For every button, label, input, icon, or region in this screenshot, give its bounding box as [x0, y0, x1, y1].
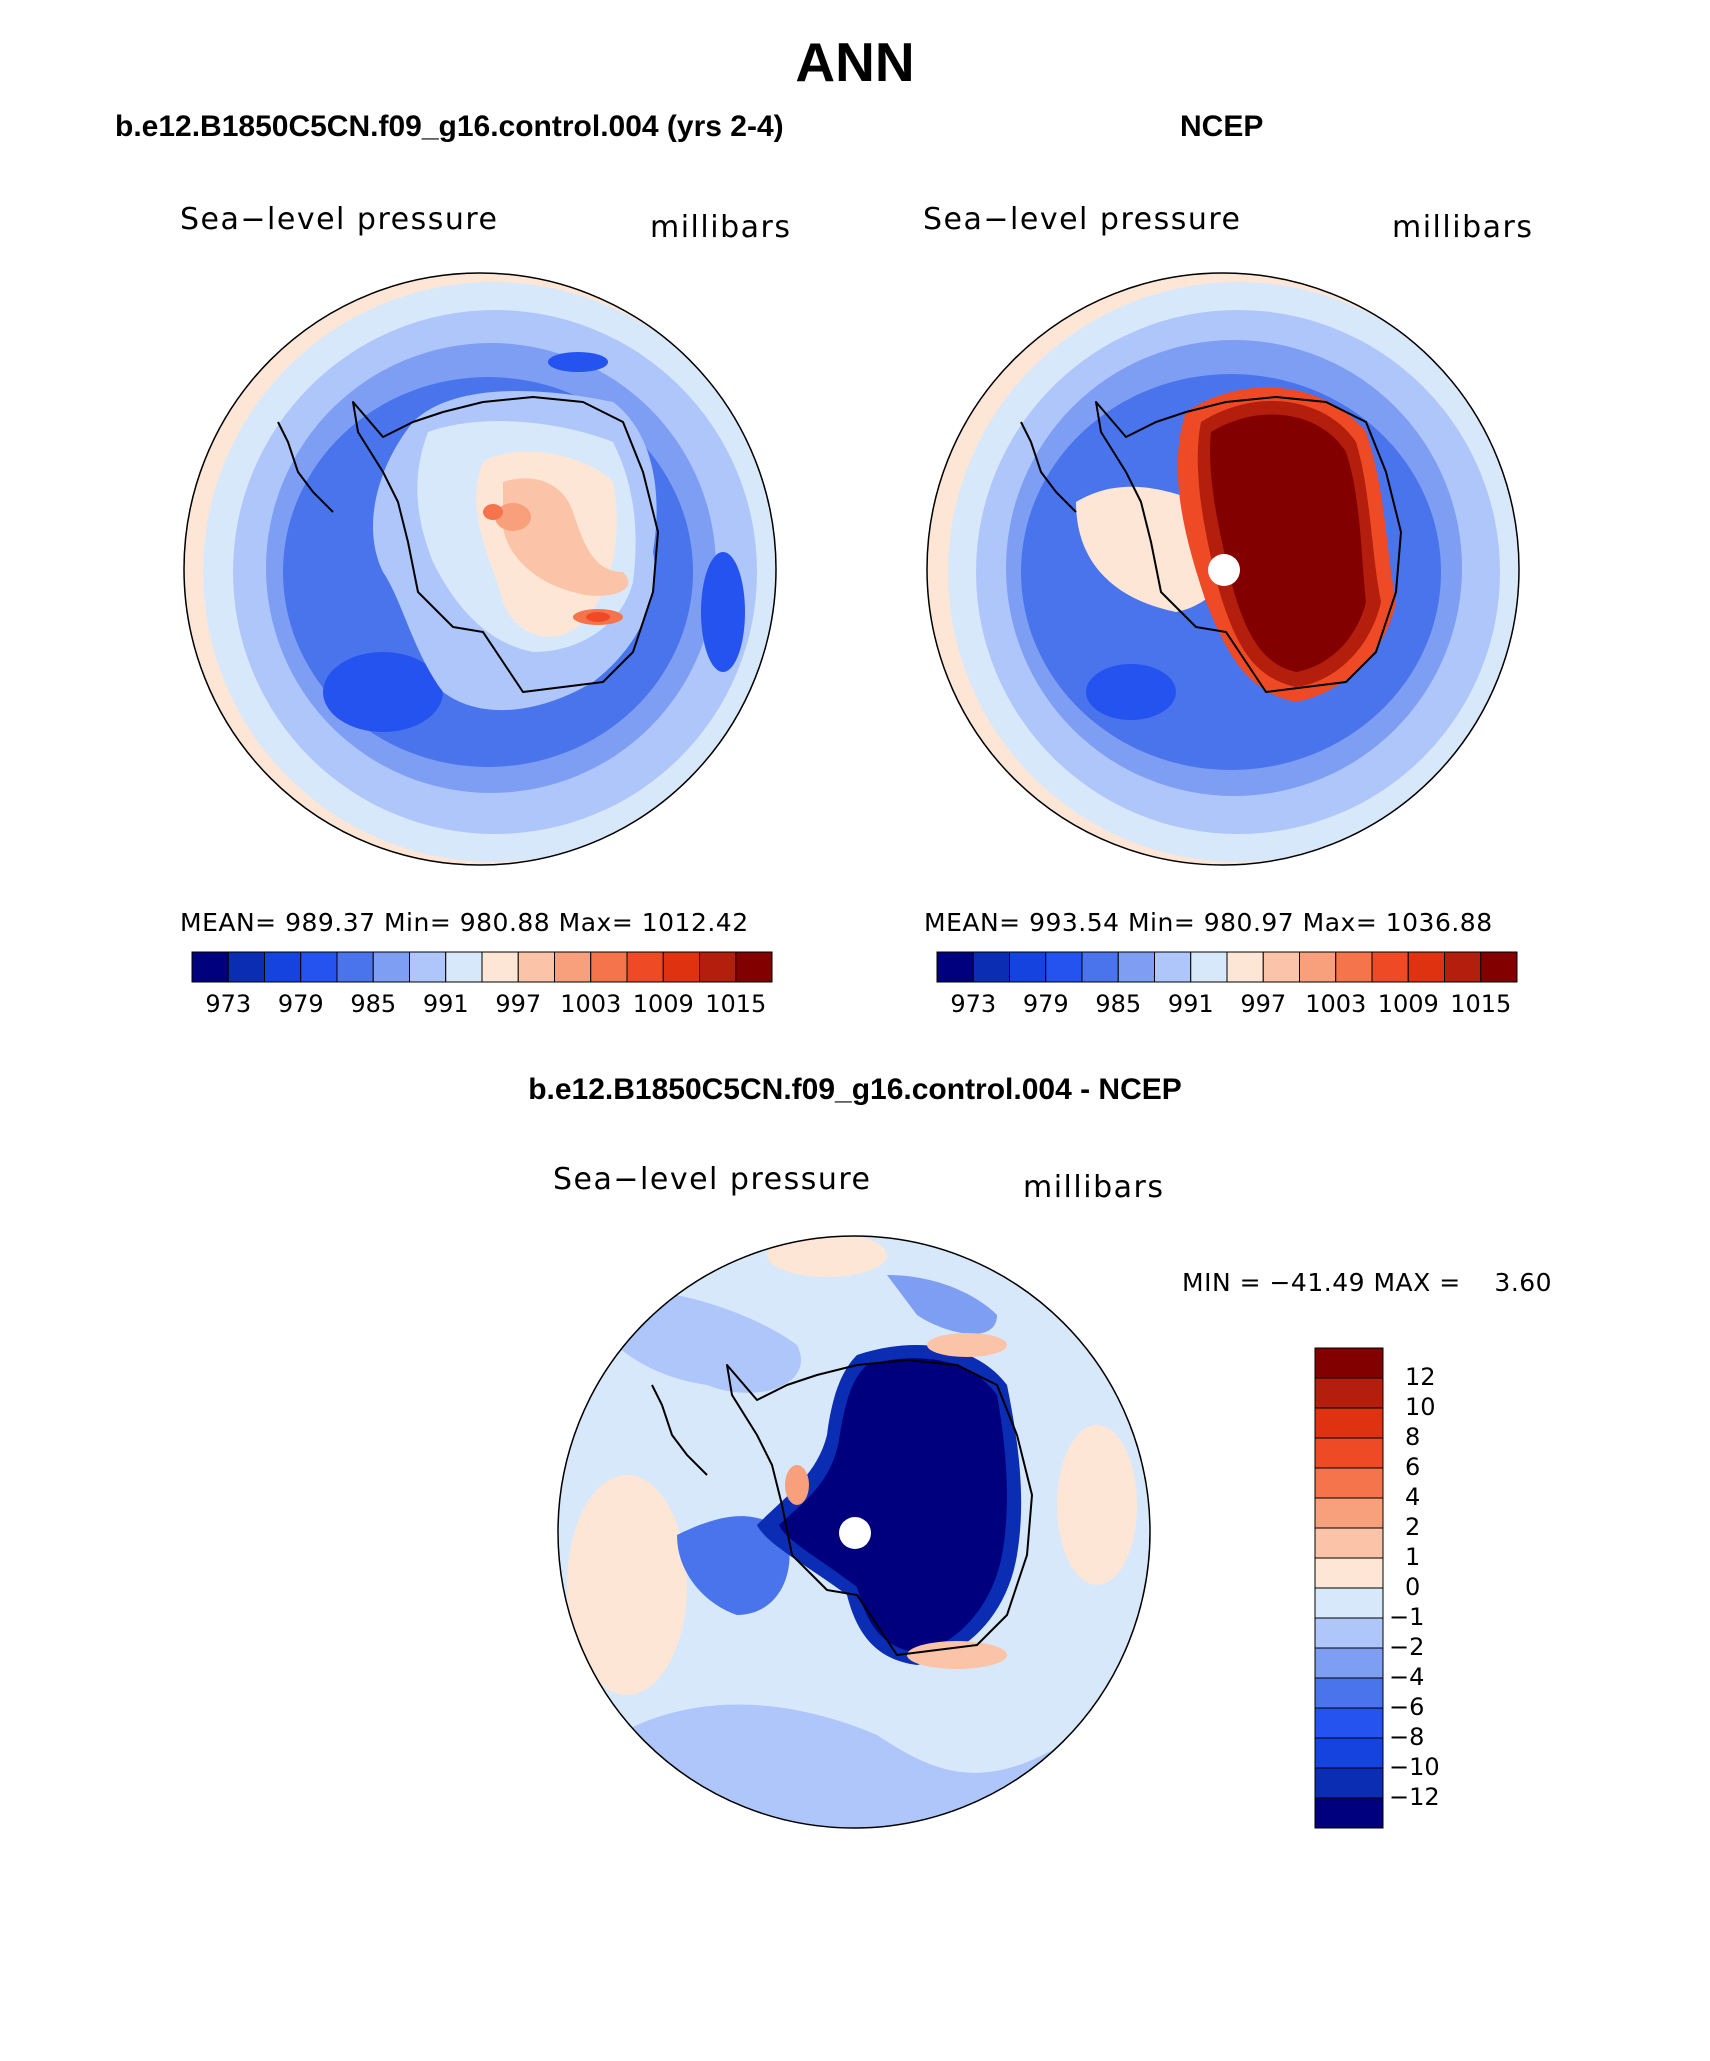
colorbar-box	[481, 951, 519, 983]
colorbar-box	[936, 951, 974, 983]
colorbar-tick-label: 6	[1405, 1453, 1421, 1481]
colorbar-tick-label: 10	[1405, 1393, 1436, 1421]
colorbar-box	[1314, 1347, 1384, 1379]
colorbar-box	[1314, 1557, 1384, 1589]
colorbar-tick-label: −2	[1389, 1633, 1425, 1661]
obs-variable-label: Sea−level pressure	[923, 202, 1242, 237]
colorbar-tick-label: 0	[1405, 1573, 1421, 1601]
colorbar-tick-label: 1003	[560, 990, 622, 1018]
colorbar-box	[1081, 951, 1119, 983]
colorbar-tick-label: 4	[1405, 1483, 1421, 1511]
colorbar-box	[372, 951, 410, 983]
colorbar-tick-label: −4	[1389, 1663, 1425, 1691]
colorbar-box	[554, 951, 592, 983]
colorbar-tick-label: 1	[1405, 1543, 1421, 1571]
colorbar-box	[1314, 1797, 1384, 1829]
colorbar-box	[1154, 951, 1192, 983]
colorbar-box	[1314, 1437, 1384, 1469]
colorbar-box	[1314, 1767, 1384, 1799]
model-variable-label: Sea−level pressure	[180, 202, 499, 237]
obs-colorbar	[936, 951, 1518, 983]
colorbar-box	[1262, 951, 1300, 983]
colorbar-box	[1314, 1737, 1384, 1769]
diff-colorbar	[1314, 1347, 1384, 1829]
colorbar-tick-label: 1015	[705, 990, 767, 1018]
difference-polar-map	[557, 1235, 1151, 1829]
colorbar-box	[264, 951, 302, 983]
colorbar-box	[409, 951, 447, 983]
colorbar-tick-label: 1003	[1305, 990, 1367, 1018]
colorbar-tick-label: −8	[1389, 1723, 1425, 1751]
colorbar-box	[336, 951, 374, 983]
colorbar-tick-label: 8	[1405, 1423, 1421, 1451]
colorbar-tick-label: 979	[277, 990, 324, 1018]
colorbar-tick-label: 1009	[632, 990, 694, 1018]
colorbar-box	[1299, 951, 1337, 983]
model-stats: MEAN= 989.37 Min= 980.88 Max= 1012.42	[180, 908, 749, 937]
colorbar-tick-label: 12	[1405, 1363, 1436, 1391]
obs-panel-title: NCEP	[1180, 110, 1264, 143]
colorbar-tick-label: 997	[1240, 990, 1287, 1018]
colorbar-box	[1226, 951, 1264, 983]
colorbar-tick-label: 991	[422, 990, 469, 1018]
colorbar-box	[1314, 1647, 1384, 1679]
colorbar-box	[445, 951, 483, 983]
colorbar-box	[1444, 951, 1482, 983]
colorbar-tick-label: 973	[205, 990, 252, 1018]
colorbar-box	[1314, 1587, 1384, 1619]
colorbar-box	[191, 951, 229, 983]
colorbar-tick-label: −12	[1389, 1783, 1440, 1811]
colorbar-box	[1314, 1707, 1384, 1739]
colorbar-box	[735, 951, 773, 983]
colorbar-tick-label: 2	[1405, 1513, 1421, 1541]
model-colorbar	[191, 951, 773, 983]
colorbar-tick-label: −6	[1389, 1693, 1425, 1721]
main-title: ANN	[795, 31, 915, 93]
model-polar-map	[183, 272, 777, 866]
diff-minmax: MIN = −41.49 MAX = 3.60	[1182, 1268, 1553, 1297]
colorbar-tick-label: 973	[950, 990, 997, 1018]
colorbar-box	[1314, 1377, 1384, 1409]
obs-units-label: millibars	[1392, 210, 1534, 245]
diff-variable-label: Sea−level pressure	[553, 1162, 872, 1197]
colorbar-tick-label: 1015	[1450, 990, 1512, 1018]
colorbar-box	[1190, 951, 1228, 983]
colorbar-tick-label: 1009	[1377, 990, 1439, 1018]
colorbar-box	[1314, 1407, 1384, 1439]
obs-polar-map	[926, 272, 1520, 866]
colorbar-box	[1314, 1497, 1384, 1529]
difference-panel-title: b.e12.B1850C5CN.f09_g16.control.004 - NC…	[528, 1073, 1182, 1106]
colorbar-box	[1314, 1467, 1384, 1499]
colorbar-box	[1314, 1677, 1384, 1709]
colorbar-tick-label: 985	[350, 990, 397, 1018]
colorbar-box	[626, 951, 664, 983]
colorbar-box	[300, 951, 338, 983]
colorbar-box	[1117, 951, 1155, 983]
colorbar-tick-label: 985	[1095, 990, 1142, 1018]
colorbar-box	[1335, 951, 1373, 983]
colorbar-tick-label: −10	[1389, 1753, 1440, 1781]
colorbar-box	[1407, 951, 1445, 983]
obs-stats: MEAN= 993.54 Min= 980.97 Max= 1036.88	[924, 908, 1493, 937]
model-units-label: millibars	[650, 210, 792, 245]
colorbar-box	[517, 951, 555, 983]
colorbar-box	[662, 951, 700, 983]
colorbar-box	[1045, 951, 1083, 983]
colorbar-box	[590, 951, 628, 983]
diff-units-label: millibars	[1023, 1170, 1165, 1205]
model-panel-title: b.e12.B1850C5CN.f09_g16.control.004 (yrs…	[115, 110, 784, 143]
colorbar-box	[1371, 951, 1409, 983]
colorbar-box	[1009, 951, 1047, 983]
colorbar-tick-label: 979	[1022, 990, 1069, 1018]
colorbar-box	[972, 951, 1010, 983]
colorbar-box	[1314, 1527, 1384, 1559]
colorbar-tick-label: −1	[1389, 1603, 1425, 1631]
colorbar-box	[227, 951, 265, 983]
colorbar-box	[1314, 1617, 1384, 1649]
colorbar-tick-label: 991	[1167, 990, 1214, 1018]
colorbar-tick-label: 997	[495, 990, 542, 1018]
colorbar-box	[699, 951, 737, 983]
colorbar-box	[1480, 951, 1518, 983]
